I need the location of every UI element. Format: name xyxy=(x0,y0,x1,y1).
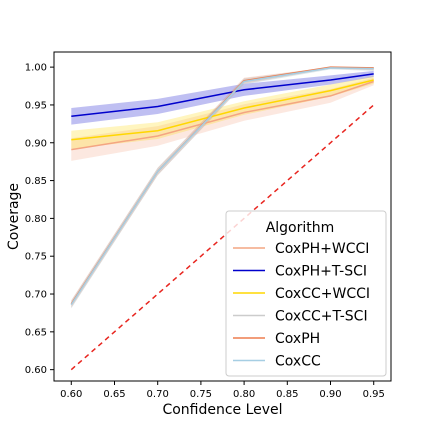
reference-line xyxy=(70,104,375,371)
x-tick-label: 0.80 xyxy=(233,389,255,400)
legend-title: Algorithm xyxy=(266,220,335,236)
band-coxcc-wcci xyxy=(71,76,374,149)
x-tick-label: 0.70 xyxy=(147,389,169,400)
y-tick-label: 0.95 xyxy=(25,100,47,111)
line-coxcc xyxy=(70,67,374,306)
line-coxph-t-sci xyxy=(71,73,374,118)
y-tick-label: 1.00 xyxy=(25,63,47,74)
legend-label-coxph-wcci: CoxPH+WCCI xyxy=(275,241,369,257)
y-axis-ticks: 0.60 0.65 0.70 0.75 0.80 0.85 0.90 0.95 1.00 xyxy=(25,63,54,376)
y-tick-label: 0.65 xyxy=(25,327,47,338)
legend-label-coxcc-wcci: CoxCC+WCCI xyxy=(275,286,370,302)
legend-label-coxph-t-sci: CoxPH+T-SCI xyxy=(275,264,367,280)
y-tick-label: 0.70 xyxy=(25,290,47,301)
x-axis-label: Confidence Level xyxy=(162,402,282,418)
legend-items: CoxPH+WCCI CoxPH+T-SCI CoxCC+WCCI CoxCC+T-S… xyxy=(233,241,370,370)
x-tick-label: 0.90 xyxy=(319,389,341,400)
y-tick-label: 0.85 xyxy=(25,176,47,187)
legend-label-coxcc: CoxCC xyxy=(275,354,321,370)
x-tick-label: 0.85 xyxy=(276,389,298,400)
x-tick-label: 0.75 xyxy=(190,389,212,400)
reference-line-group xyxy=(70,104,375,371)
legend-label-coxph: CoxPH xyxy=(275,331,320,347)
y-tick-label: 0.90 xyxy=(25,138,47,149)
legend: Algorithm CoxPH+WCCI CoxPH+T-SCI CoxCC+WCC… xyxy=(225,210,387,377)
series-lines xyxy=(70,66,374,306)
x-axis-ticks: 0.60 0.65 0.70 0.75 0.80 0.85 0.90 0.95 xyxy=(60,381,385,400)
y-tick-label: 0.75 xyxy=(25,252,47,263)
x-tick-label: 0.60 xyxy=(60,389,82,400)
y-tick-label: 0.60 xyxy=(25,365,47,376)
y-tick-label: 0.80 xyxy=(25,214,47,225)
band-coxph-wcci xyxy=(71,77,374,161)
line-coxph-wcci xyxy=(71,80,374,151)
line-coxcc-wcci xyxy=(71,79,374,141)
y-axis-label: Coverage xyxy=(6,183,22,250)
x-tick-label: 0.95 xyxy=(363,389,385,400)
x-tick-label: 0.65 xyxy=(103,389,125,400)
legend-label-coxcc-t-sci: CoxCC+T-SCI xyxy=(275,309,368,325)
plot-frame xyxy=(53,51,392,382)
legend-box xyxy=(225,210,387,377)
